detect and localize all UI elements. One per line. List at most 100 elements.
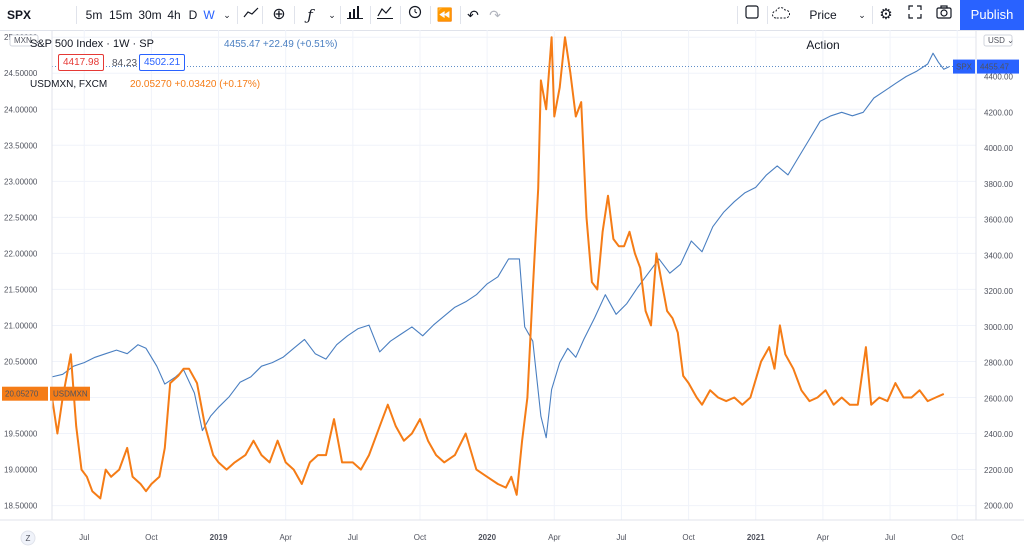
top-toolbar: SPX 5m 15m 30m 4h D W ⌄ ⊕ ƒ ⌄ ⏪ ↶ ↷ Price Act… (0, 0, 1024, 52)
compare-series-value: 20.05270 +0.03420 (+0.17%) (130, 79, 261, 90)
left-axis-tick-label: 23.00000 (4, 177, 38, 186)
right-currency-label: USD ⌄ (988, 36, 1014, 45)
indicators-icon[interactable]: ƒ (307, 6, 313, 24)
series-line-usdmxn (51, 36, 945, 500)
spx-last-price-label: 4455.47 (980, 63, 1009, 72)
interval-15m-button[interactable]: 15m (109, 8, 133, 22)
right-currency-button[interactable] (983, 34, 1013, 47)
main-series-value: 4455.47 +22.49 (+0.51%) (224, 39, 338, 50)
series-line-spx (51, 52, 950, 439)
right-axis-tick-label: 3600.00 (984, 216, 1013, 225)
right-axis-tick-label: 3800.00 (984, 180, 1013, 189)
right-axis-tick-label: 2800.00 (984, 359, 1013, 368)
settings-gear-icon[interactable]: ⚙ (879, 6, 893, 23)
toolbar-divider (294, 6, 295, 24)
alert-icon[interactable] (404, 0, 426, 30)
plot-area (51, 36, 976, 500)
time-axis-label: Oct (951, 533, 964, 542)
time-axis-label: Jul (348, 533, 358, 542)
fullscreen-icon[interactable] (904, 0, 926, 30)
usdmxn-symbol-tag-label: USDMXN (53, 390, 88, 399)
compare-series-title: USDMXN, FXCM (30, 79, 108, 90)
compare-add-icon[interactable]: ⊕ (272, 6, 286, 23)
layout-name-button[interactable]: Price Action (806, 8, 840, 52)
time-axis-label: Apr (279, 533, 292, 542)
toolbar-divider (262, 6, 263, 24)
main-series-title: S&P 500 Index · 1W · SP (30, 38, 154, 50)
templates-icon[interactable] (374, 0, 396, 30)
toolbar-divider (340, 6, 341, 24)
right-axis-tick-label: 4400.00 (984, 72, 1013, 81)
chart-grid (52, 30, 976, 520)
symbol-search-button[interactable]: SPX (6, 8, 31, 22)
financials-icon[interactable] (344, 0, 366, 30)
camera-icon[interactable] (933, 0, 955, 30)
right-axis-tick-label: 4200.00 (984, 108, 1013, 117)
time-axis-label: Oct (145, 533, 158, 542)
interval-30m-button[interactable]: 30m (138, 8, 162, 22)
time-axis-label: Jul (885, 533, 895, 542)
spx-symbol-tag-label: SPX (956, 63, 973, 72)
zoom-reset-button[interactable] (20, 530, 36, 546)
interval-w-button[interactable]: W (203, 8, 215, 22)
left-axis-tick-label: 21.50000 (4, 285, 38, 294)
spread-value: 84.23 (112, 58, 138, 69)
time-axis-label: 2021 (747, 533, 765, 542)
toolbar-divider (76, 6, 77, 24)
usdmxn-last-price-tag (2, 386, 48, 401)
indicators-dropdown-icon[interactable]: ⌄ (328, 10, 336, 20)
toolbar-divider (737, 6, 738, 24)
toolbar-divider (872, 6, 873, 24)
publish-button[interactable]: Publish (960, 0, 1024, 30)
interval-4h-button[interactable]: 4h (167, 8, 181, 22)
right-axis-tick-label: 3000.00 (984, 323, 1013, 332)
right-axis-tick-label: 2400.00 (984, 430, 1013, 439)
undo-icon[interactable]: ↶ (467, 7, 479, 23)
left-axis-tick-label: 21.00000 (4, 321, 38, 330)
interval-dropdown-icon[interactable]: ⌄ (223, 10, 231, 20)
left-currency-label: MXN ⌄ (14, 36, 41, 45)
interval-d-button[interactable]: D (188, 8, 198, 22)
left-axis-tick-label: 23.50000 (4, 141, 38, 150)
right-axis-tick-label: 2000.00 (984, 502, 1013, 511)
zoom-reset-label: Z (26, 534, 31, 543)
right-axis-tick-label: 4000.00 (984, 144, 1013, 153)
chart-type-icon[interactable] (240, 0, 262, 30)
left-axis-tick-label: 20.50000 (4, 357, 38, 366)
replay-icon[interactable]: ⏪ (436, 7, 454, 22)
usdmxn-last-price-label: 20.05270 (5, 390, 39, 399)
time-axis-label: 2020 (478, 533, 496, 542)
redo-icon[interactable]: ↷ (489, 7, 501, 23)
usdmxn-symbol-tag (50, 386, 90, 401)
time-axis: Jul Oct 2019 Apr Jul Oct 2020 Apr Jul Oct 2021 Apr J… (0, 519, 1024, 546)
left-axis-tick-label: 19.50000 (4, 430, 38, 439)
chart-canvas[interactable]: 18.5000019.0000019.5000020.0000020.50000… (0, 30, 1024, 551)
ask-price-box[interactable]: 4502.21 (139, 54, 186, 71)
layout-icon[interactable] (741, 0, 763, 30)
toolbar-divider (237, 6, 238, 24)
toolbar-divider (370, 6, 371, 24)
cloud-icon[interactable] (770, 0, 792, 30)
spx-symbol-tag (953, 59, 975, 74)
time-axis-label: Apr (548, 533, 561, 542)
time-axis-label: Jul (79, 533, 89, 542)
left-axis-tick-label: 22.50000 (4, 213, 38, 222)
right-price-axis: 2000.00 2200.00 2400.00 2600.00 2800.00 3000.… (953, 30, 1019, 520)
time-axis-label: Oct (414, 533, 427, 542)
right-axis-tick-label: 2600.00 (984, 394, 1013, 403)
left-currency-button[interactable] (9, 34, 39, 47)
bid-price-box[interactable]: 4417.98 (58, 54, 105, 71)
time-axis-label: Jul (616, 533, 626, 542)
right-axis-tick-label: 3200.00 (984, 287, 1013, 296)
left-axis-tick-label: 22.00000 (4, 249, 38, 258)
time-axis-label: Apr (817, 533, 830, 542)
layout-dropdown-icon[interactable]: ⌄ (858, 10, 866, 20)
spx-last-price-tag (977, 59, 1019, 74)
interval-5m-button[interactable]: 5m (85, 8, 103, 22)
left-price-axis: 18.5000019.0000019.5000020.0000020.50000… (2, 30, 90, 520)
left-axis-tick-label: 18.50000 (4, 502, 38, 511)
time-axis-label: 2019 (210, 533, 228, 542)
toolbar-divider (767, 6, 768, 24)
right-axis-tick-label: 3400.00 (984, 251, 1013, 260)
left-axis-tick-label: 24.50000 (4, 69, 38, 78)
